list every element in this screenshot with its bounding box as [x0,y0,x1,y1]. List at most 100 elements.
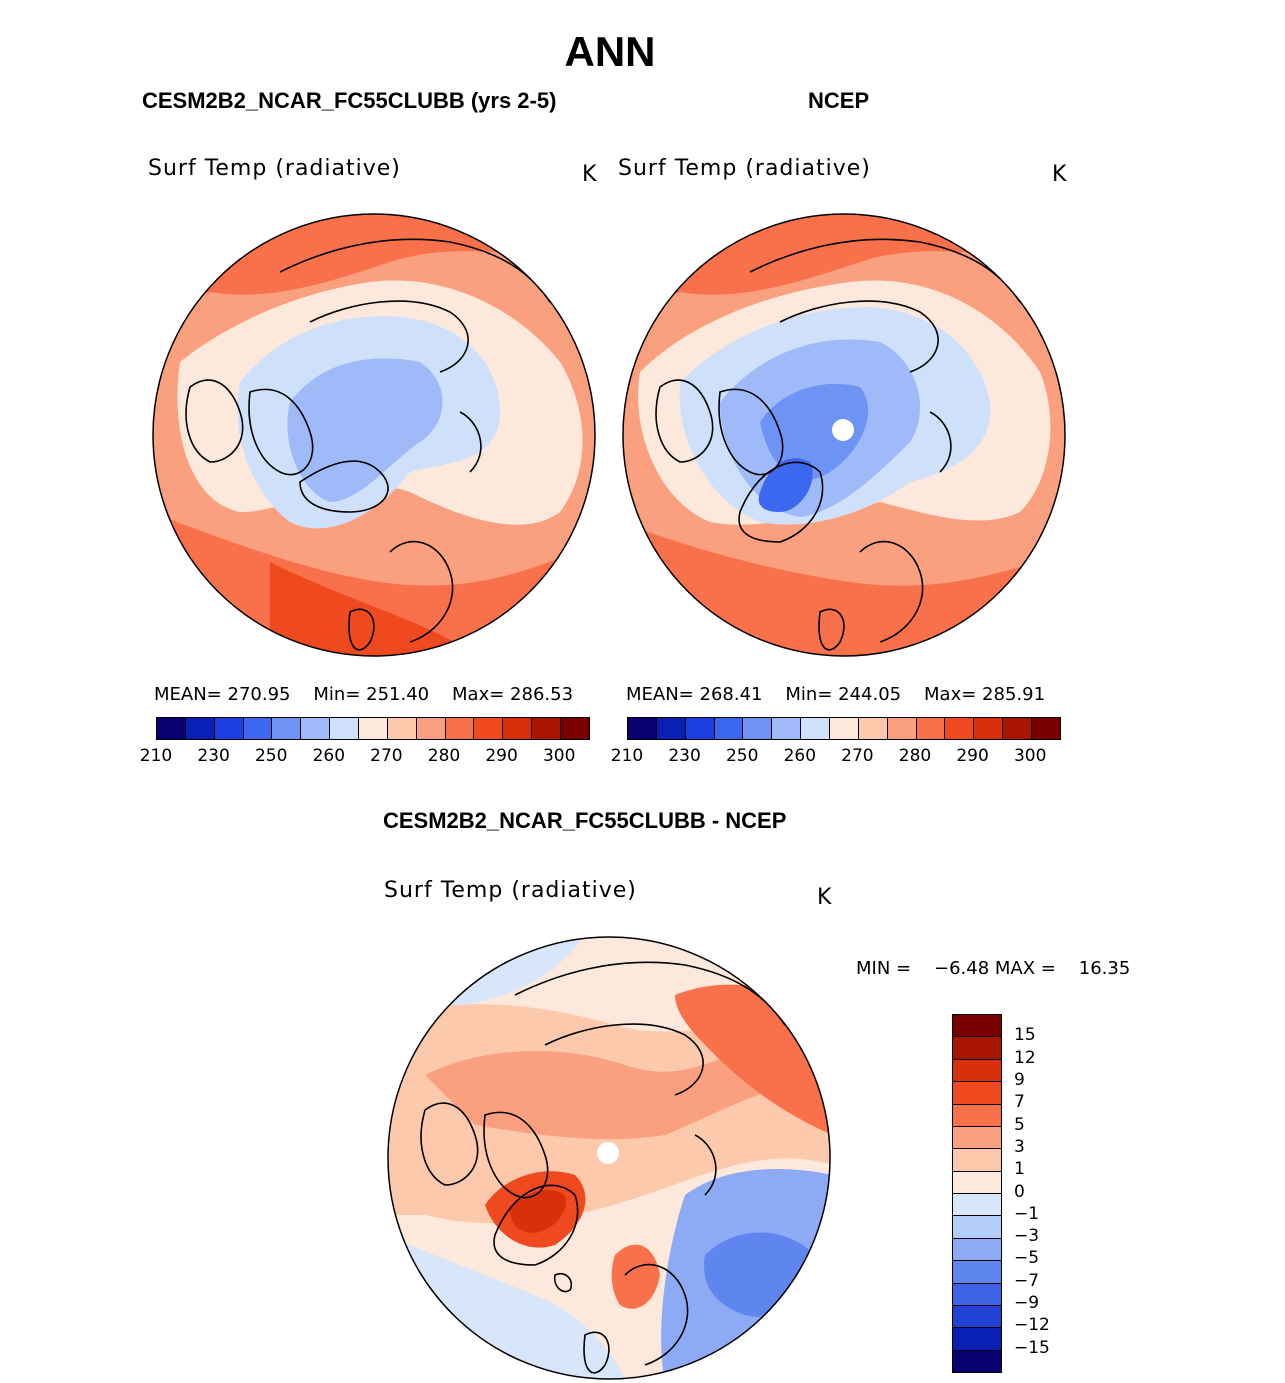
colorbar-swatch [887,718,917,739]
obs-min-label: Min= [785,684,833,705]
colorbar-swatch [953,1238,1001,1262]
model-polar-map [152,213,596,657]
colorbar-swatch [628,718,657,739]
model-units-label: K [582,162,598,187]
colorbar-tick-label: 230 [197,746,230,766]
map-fill-warmer-south [153,512,595,656]
obs-max-label: Max= [924,684,977,705]
colorbar-swatch [916,718,946,739]
colorbar-swatch [953,1015,1001,1038]
colorbar-swatch [830,718,859,739]
colorbar-swatch [953,1350,1001,1372]
colorbar-tick-label: −7 [1014,1270,1040,1291]
colorbar-tick-label: 0 [1014,1181,1025,1202]
map-fill-warmer-south [623,522,1065,656]
colorbar-tick-label: −15 [1014,1337,1050,1358]
colorbar-swatch [945,718,975,739]
colorbar-swatch [953,1328,1001,1351]
map-boundary [387,936,831,1380]
colorbar-swatch [387,718,417,739]
colorbar-swatch [1032,718,1060,739]
colorbar-swatch [743,718,773,739]
colorbar-tick-label: 280 [427,746,461,766]
colorbar-swatch [532,718,562,739]
model-variable-label: Surf Temp (radiative) [148,156,401,181]
model-mean-label: MEAN= [154,684,222,705]
colorbar-swatch [714,718,744,739]
model-min-label: Min= [313,684,361,705]
colorbar-swatch [953,1126,1001,1150]
colorbar-tick-label: 270 [841,746,874,766]
colorbar-swatch [474,718,504,739]
diff-colorbar-ticks: 15 12 9 7 5 3 1 0 −1 −3 −5 −7 −9 −12 −15 [1014,1014,1104,1371]
diff-variable-label: Surf Temp (radiative) [384,878,637,903]
model-colorbar [156,717,590,740]
colorbar-swatch [953,1283,1001,1306]
colorbar-swatch [272,718,302,739]
season-title: ANN [564,28,656,75]
obs-stats: MEAN= 268.41 Min= 244.05 Max= 285.91 [626,684,1045,705]
diff-polar-map [387,936,831,1380]
map-fill-scandinavia-warm [611,1244,660,1309]
colorbar-tick-label: 260 [783,746,817,766]
colorbar-swatch [953,1261,1001,1284]
colorbar-swatch [301,718,331,739]
colorbar-tick-label: 15 [1014,1025,1036,1046]
colorbar-tick-label: 270 [370,746,403,766]
obs-polar-map [622,213,1066,657]
pole-hole [832,419,854,441]
colorbar-tick-label: 7 [1014,1092,1025,1113]
obs-units-label: K [1052,162,1068,187]
obs-variable-label: Surf Temp (radiative) [618,156,871,181]
colorbar-swatch [953,1059,1001,1083]
colorbar-swatch [685,718,715,739]
colorbar-tick-label: 230 [668,746,701,766]
colorbar-swatch [157,718,186,739]
colorbar-swatch [953,1037,1001,1060]
colorbar-tick-label: 250 [725,746,759,766]
diff-min-label: MIN = [856,958,912,979]
obs-max-value: 285.91 [982,684,1046,705]
colorbar-tick-label: −1 [1014,1203,1040,1224]
diff-colorbar [952,1014,1002,1373]
pole-hole [597,1142,619,1164]
colorbar-tick-label: 210 [610,746,644,766]
colorbar-tick-label: 250 [254,746,288,766]
obs-colorbar [627,717,1061,740]
diff-panel-title: CESM2B2_NCAR_FC55CLUBB - NCEP [383,808,787,833]
colorbar-swatch [953,1194,1001,1217]
colorbar-tick-label: 290 [956,746,989,766]
colorbar-swatch [953,1104,1001,1127]
obs-panel-title: NCEP [808,88,870,113]
colorbar-tick-label: −5 [1014,1248,1040,1269]
model-min-value: 251.40 [366,684,430,705]
colorbar-tick-label: 3 [1014,1136,1025,1157]
colorbar-swatch [503,718,533,739]
model-max-value: 286.53 [510,684,574,705]
colorbar-tick-label: 12 [1014,1047,1036,1068]
colorbar-tick-label: 260 [312,746,346,766]
model-stats: MEAN= 270.95 Min= 251.40 Max= 286.53 [154,684,573,705]
colorbar-swatch [772,718,802,739]
colorbar-swatch [445,718,475,739]
colorbar-swatch [953,1216,1001,1239]
colorbar-swatch [243,718,273,739]
colorbar-swatch [656,718,686,739]
colorbar-swatch [953,1305,1001,1329]
diff-max-label: MAX = [994,958,1056,979]
diff-max-value: 16.35 [1078,958,1131,979]
map-boundary [622,213,1066,657]
model-max-label: Max= [452,684,505,705]
model-panel-title: CESM2B2_NCAR_FC55CLUBB (yrs 2-5) [142,88,557,113]
model-mean-value: 270.95 [227,684,291,705]
colorbar-swatch [416,718,446,739]
colorbar-tick-label: 290 [485,746,518,766]
obs-mean-label: MEAN= [626,684,694,705]
model-colorbar-ticks: 210 230 250 260 270 280 290 300 [140,746,588,768]
colorbar-tick-label: −12 [1014,1315,1050,1336]
colorbar-tick-label: 280 [898,746,932,766]
colorbar-swatch [974,718,1004,739]
colorbar-tick-label: 300 [1013,746,1047,766]
colorbar-swatch [953,1171,1001,1194]
diff-units-label: K [817,885,833,910]
